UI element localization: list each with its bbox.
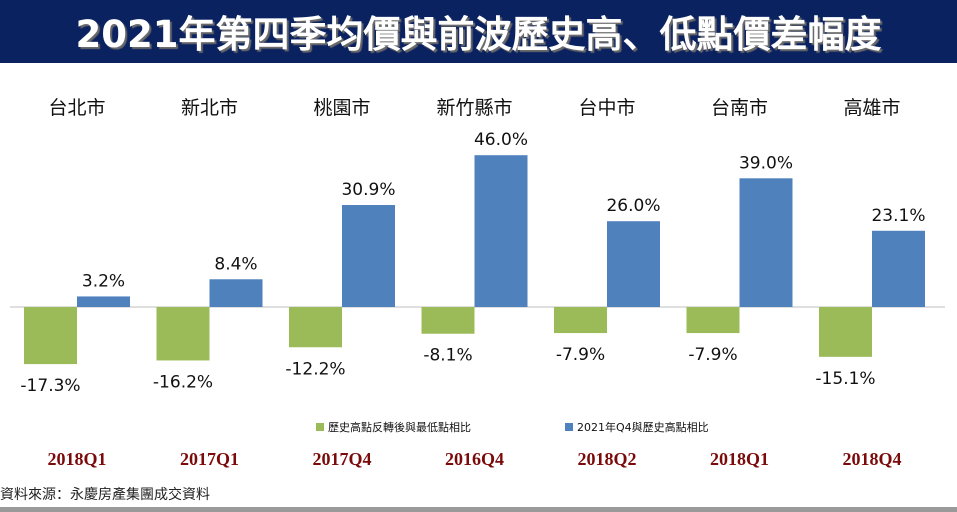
page-title: 2021年第四季均價與前波歷史高、低點價差幅度 [75,13,882,56]
data-label: -16.2% [153,372,213,392]
data-label: -8.1% [423,346,472,366]
bar-chart: 台北市 2018Q1 -17.3% 3.2% 新北市 2017Q1 -16.2% 8.4% 桃園… [10,97,945,469]
data-label: 23.1% [871,206,925,226]
data-label: 39.0% [739,153,793,173]
legend-swatch [565,423,573,431]
data-label: -7.9% [556,345,605,365]
data-label: -17.3% [20,376,80,396]
bar-low-comparison [554,307,607,334]
data-label: 8.4% [214,254,257,274]
period-label: 2017Q1 [180,449,239,469]
bar-low-comparison [819,307,872,357]
bar-low-comparison [156,307,210,361]
bar-high-comparison [77,296,130,307]
category-label: 新竹縣市 [436,97,512,119]
bar-high-comparison [607,221,660,307]
category-label: 台北市 [48,97,105,119]
data-label: -12.2% [285,359,345,379]
period-label: 2016Q4 [445,449,504,469]
bar-high-comparison [209,279,263,307]
footer-bar [0,507,957,512]
period-label: 2018Q2 [577,449,636,469]
title-bar: 2021年第四季均價與前波歷史高、低點價差幅度 [0,0,957,63]
source-note: 資料來源：永慶房產集團成交資料 [0,487,210,503]
category-label: 桃園市 [313,97,370,119]
legend-label: 2021年Q4與歷史高點相比 [577,420,709,434]
bar-low-comparison [24,307,77,365]
bar-low-comparison [686,307,740,334]
bar-high-comparison [739,178,793,307]
period-label: 2018Q4 [842,449,901,469]
data-label: 26.0% [606,196,660,216]
data-label: -7.9% [688,345,737,365]
category-label: 台中市 [578,97,635,119]
bar-high-comparison [872,230,925,307]
legend-swatch [316,423,324,431]
period-label: 2018Q1 [710,449,769,469]
data-label: -15.1% [815,369,875,389]
category-label: 台南市 [711,97,768,119]
bar-low-comparison [289,307,342,348]
legend-label: 歷史高點反轉後與最低點相比 [328,420,471,434]
data-label: 3.2% [82,271,125,291]
category-label: 新北市 [181,97,238,119]
data-label: 46.0% [474,130,528,150]
period-label: 2017Q4 [312,449,371,469]
period-label: 2018Q1 [47,449,106,469]
data-label: 30.9% [341,180,395,200]
bar-high-comparison [474,155,528,307]
bar-low-comparison [421,307,475,334]
category-label: 高雄市 [843,97,900,119]
bar-high-comparison [342,205,395,307]
